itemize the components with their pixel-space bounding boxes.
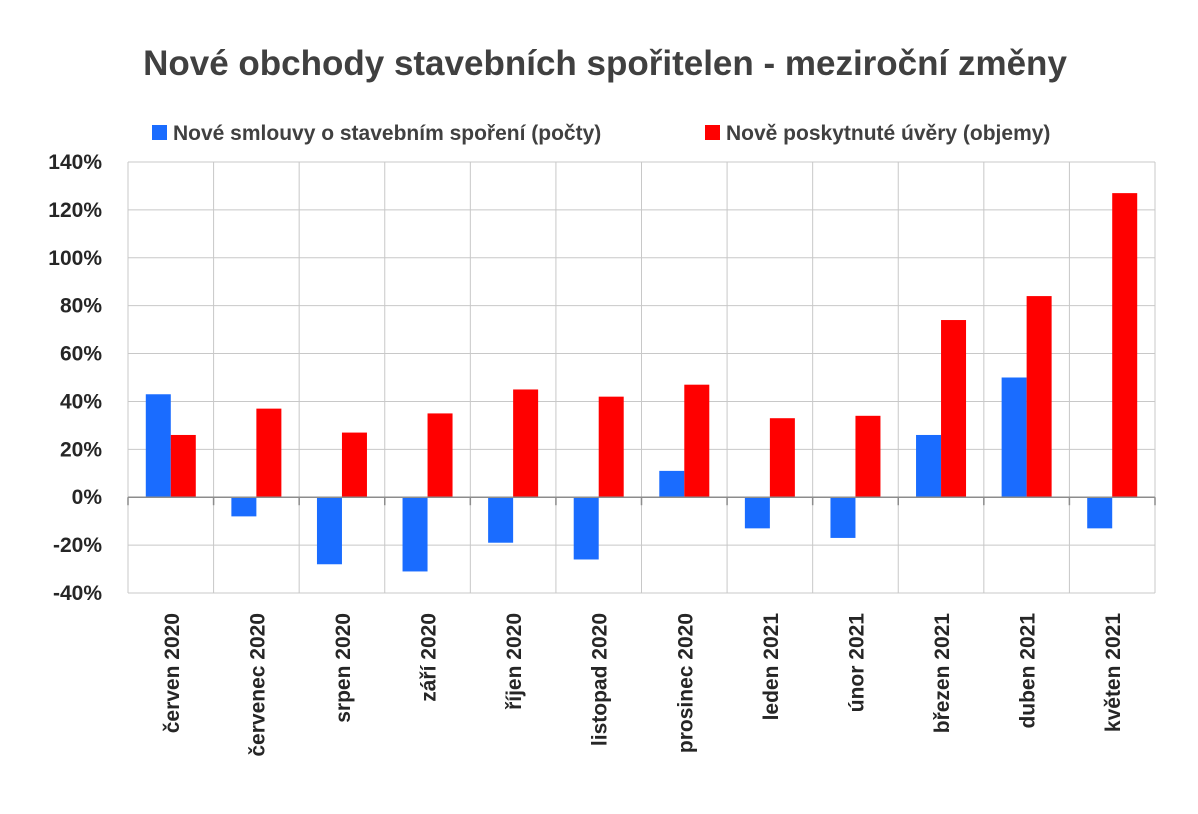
bar-smlouvy xyxy=(1001,377,1027,498)
plot-area: -40% -20% 0% 20% 40% 60% 80% 100% 120% 140% červen… xyxy=(48,151,1156,757)
bar-smlouvy xyxy=(488,497,514,543)
y-tick-label: 0% xyxy=(72,486,103,509)
x-tick-label: květen 2021 xyxy=(1102,613,1125,732)
bar-uvery xyxy=(170,434,196,498)
bar-uvery xyxy=(1112,193,1138,498)
legend-label: Nově poskytnuté úvěry (objemy) xyxy=(726,122,1050,145)
y-tick-label: -40% xyxy=(53,582,102,605)
legend: Nové smlouvy o stavebním spoření (počty)… xyxy=(152,122,1050,145)
x-tick-label: leden 2021 xyxy=(760,613,783,721)
bar-smlouvy xyxy=(145,394,171,498)
x-tick-label: srpen 2020 xyxy=(332,613,355,723)
y-tick-label: 120% xyxy=(48,199,102,222)
bar-uvery xyxy=(941,320,967,498)
bar-smlouvy xyxy=(573,497,599,560)
x-tick-label: duben 2021 xyxy=(1017,613,1040,729)
bar-smlouvy xyxy=(659,470,685,498)
y-tick-label: 140% xyxy=(48,151,102,174)
chart-title: Nové obchody stavebních spořitelen - mez… xyxy=(143,44,1067,83)
bar-uvery xyxy=(598,396,624,498)
legend-label: Nové smlouvy o stavebním spoření (počty) xyxy=(173,122,601,145)
bar-uvery xyxy=(1026,296,1052,498)
legend-swatch xyxy=(152,125,167,140)
bar-smlouvy xyxy=(916,434,942,498)
bar-smlouvy xyxy=(231,497,257,517)
y-tick-label: 60% xyxy=(60,343,102,366)
y-tick-label: 20% xyxy=(60,438,102,461)
x-tick-label: září 2020 xyxy=(418,613,441,702)
x-tick-label: únor 2021 xyxy=(845,613,868,713)
x-tick-label: březen 2021 xyxy=(931,613,954,734)
x-tick-label: červen 2020 xyxy=(161,613,184,733)
bar-uvery xyxy=(341,432,367,498)
bar-smlouvy xyxy=(830,497,856,538)
bar-uvery xyxy=(427,413,453,498)
y-tick-label: 80% xyxy=(60,295,102,318)
bar-uvery xyxy=(256,408,282,498)
y-tick-label: 40% xyxy=(60,390,102,413)
bar-uvery xyxy=(684,384,710,498)
bar-uvery xyxy=(769,418,795,498)
bar-uvery xyxy=(513,389,539,498)
x-tick-label: prosinec 2020 xyxy=(674,613,697,753)
x-tick-label: listopad 2020 xyxy=(589,613,612,746)
bar-smlouvy xyxy=(402,497,428,572)
bar-smlouvy xyxy=(316,497,342,565)
legend-swatch xyxy=(705,125,720,140)
y-tick-label: -20% xyxy=(53,534,102,557)
x-tick-label: červenec 2020 xyxy=(246,613,269,757)
x-tick-label: říjen 2020 xyxy=(503,613,526,710)
y-tick-label: 100% xyxy=(48,247,102,270)
bar-smlouvy xyxy=(1087,497,1113,529)
bar-uvery xyxy=(855,415,881,498)
bar-smlouvy xyxy=(744,497,770,529)
